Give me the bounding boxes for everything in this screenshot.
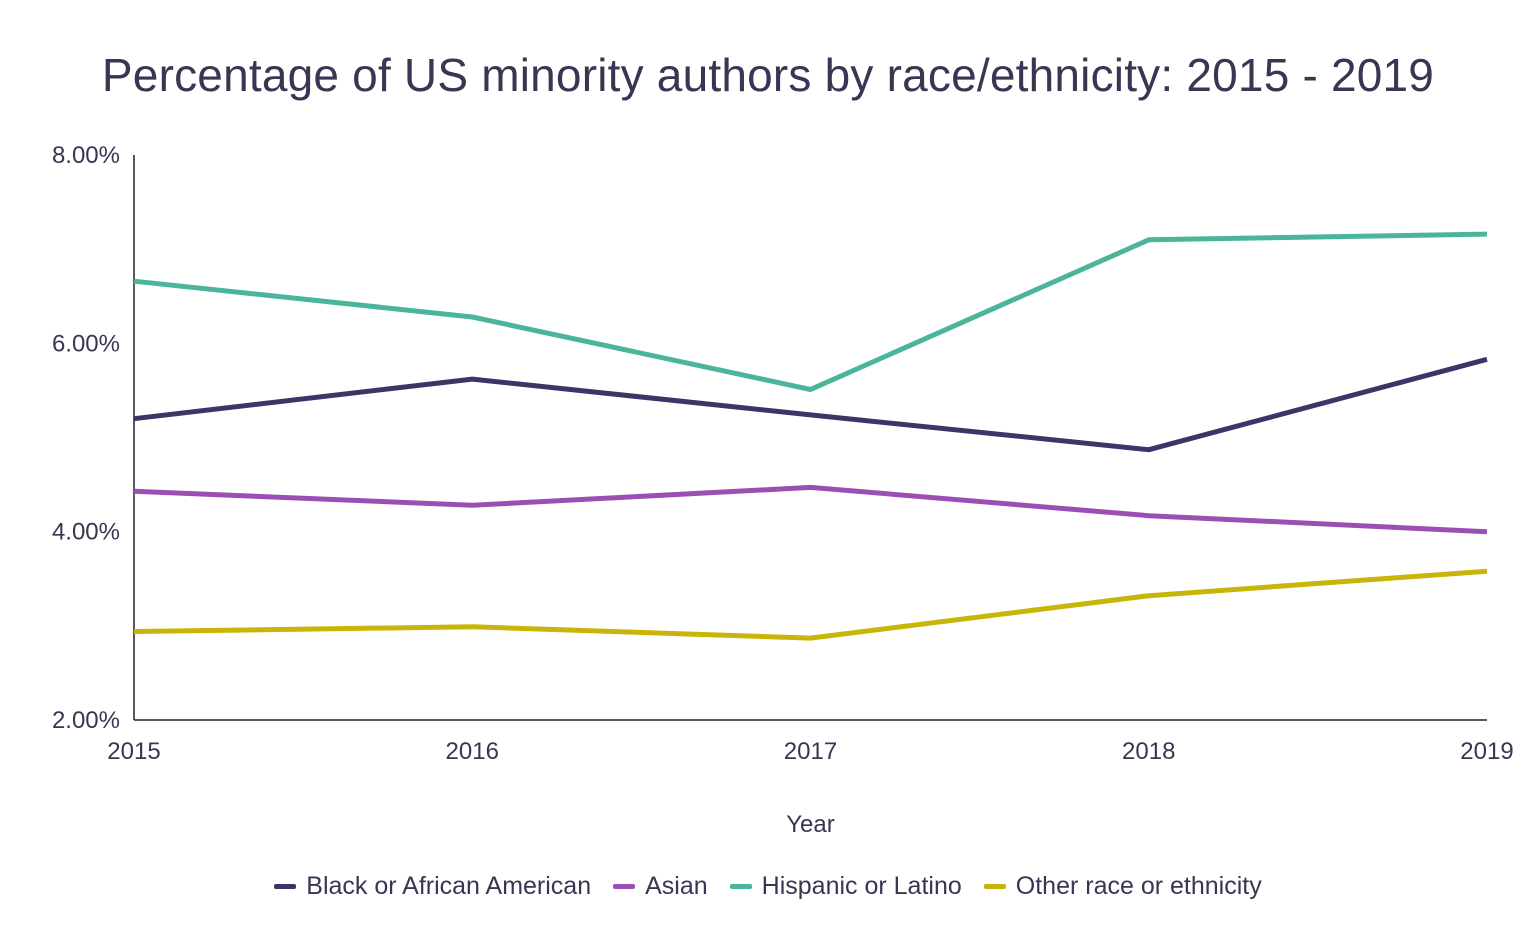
legend-item: Other race or ethnicity <box>983 872 1262 901</box>
legend-swatch <box>274 884 297 889</box>
legend-item: Hispanic or Latino <box>729 872 962 901</box>
legend-label: Black or African American <box>306 872 592 900</box>
series-line-black-or-african-american <box>133 356 1488 453</box>
legend: Black or African American Asian Hispanic o… <box>0 872 1536 901</box>
x-tick-label: 2018 <box>1122 738 1175 765</box>
legend-label: Asian <box>645 872 708 900</box>
legend-swatch <box>729 884 752 889</box>
series-line-other-race-or-ethnicity <box>133 568 1488 641</box>
x-axis-title: Year <box>786 811 835 838</box>
x-tick-label: 2016 <box>446 738 499 765</box>
y-tick-label: 4.00% <box>52 519 120 546</box>
legend-item: Black or African American <box>274 872 591 901</box>
y-tick-label: 6.00% <box>52 330 120 357</box>
series-line-hispanic-or-latino <box>133 231 1488 392</box>
x-tick-label: 2017 <box>784 738 837 765</box>
series-line-asian <box>133 484 1488 535</box>
y-tick-label: 8.00% <box>52 142 120 169</box>
series-lines <box>133 231 1488 641</box>
y-tick-label: 2.00% <box>52 707 120 734</box>
legend-swatch <box>613 884 636 889</box>
legend-item: Asian <box>613 872 708 901</box>
chart-title: Percentage of US minority authors by rac… <box>101 49 1435 101</box>
x-tick-labels: 2015 2016 2017 2018 2019 <box>107 738 1513 765</box>
legend-label: Hispanic or Latino <box>761 872 962 900</box>
legend-label: Other race or ethnicity <box>1015 872 1262 900</box>
x-tick-label: 2019 <box>1460 738 1513 765</box>
y-tick-labels: 2.00% 4.00% 6.00% 8.00% <box>52 142 120 734</box>
x-tick-label: 2015 <box>107 738 160 765</box>
legend-swatch <box>983 884 1006 889</box>
